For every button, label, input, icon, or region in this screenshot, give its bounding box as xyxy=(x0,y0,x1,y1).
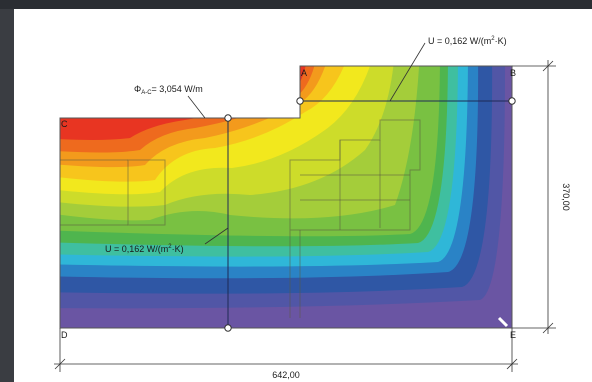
corner-label-c: C xyxy=(61,119,68,129)
height-dimension xyxy=(512,60,556,334)
section-points xyxy=(224,97,516,332)
corner-marker xyxy=(497,316,509,328)
u-left-sup: 2 xyxy=(168,244,172,250)
u-left-label: U = 0,162 W/(m2·K) xyxy=(105,244,184,254)
flux-value: = 3,054 W/m xyxy=(152,84,203,94)
u-top-sup: 2 xyxy=(491,36,495,42)
u-left-tail: ·K) xyxy=(172,244,184,254)
flux-subscript: A-C xyxy=(141,90,152,96)
corner-label-d: D xyxy=(61,330,68,340)
flux-leader xyxy=(187,95,206,119)
u-top-main: U = 0,162 W/(m xyxy=(428,36,491,46)
flux-symbol: Φ xyxy=(134,84,141,94)
height-dimension-label: 370,00 xyxy=(561,183,571,211)
u-top-label: U = 0,162 W/(m2·K) xyxy=(428,36,507,46)
flux-label: ΦA-C= 3,054 W/m xyxy=(134,84,203,96)
structure-lines xyxy=(60,119,421,318)
width-dimension-label: 642,00 xyxy=(272,370,300,380)
corner-label-b: B xyxy=(510,68,516,78)
point-b-lower xyxy=(508,97,516,105)
point-section-bottom xyxy=(224,324,232,332)
section-lines xyxy=(227,100,512,328)
point-a-lower xyxy=(296,97,304,105)
u-left-main: U = 0,162 W/(m xyxy=(105,244,168,254)
width-dimension xyxy=(54,328,518,372)
corner-label-e: E xyxy=(510,330,516,340)
u-top-leader xyxy=(389,42,426,102)
u-top-tail: ·K) xyxy=(495,36,507,46)
point-section-top xyxy=(224,114,232,122)
corner-label-a: A xyxy=(301,68,307,78)
window-top-bar xyxy=(0,0,592,9)
u-left-leader xyxy=(204,227,229,245)
